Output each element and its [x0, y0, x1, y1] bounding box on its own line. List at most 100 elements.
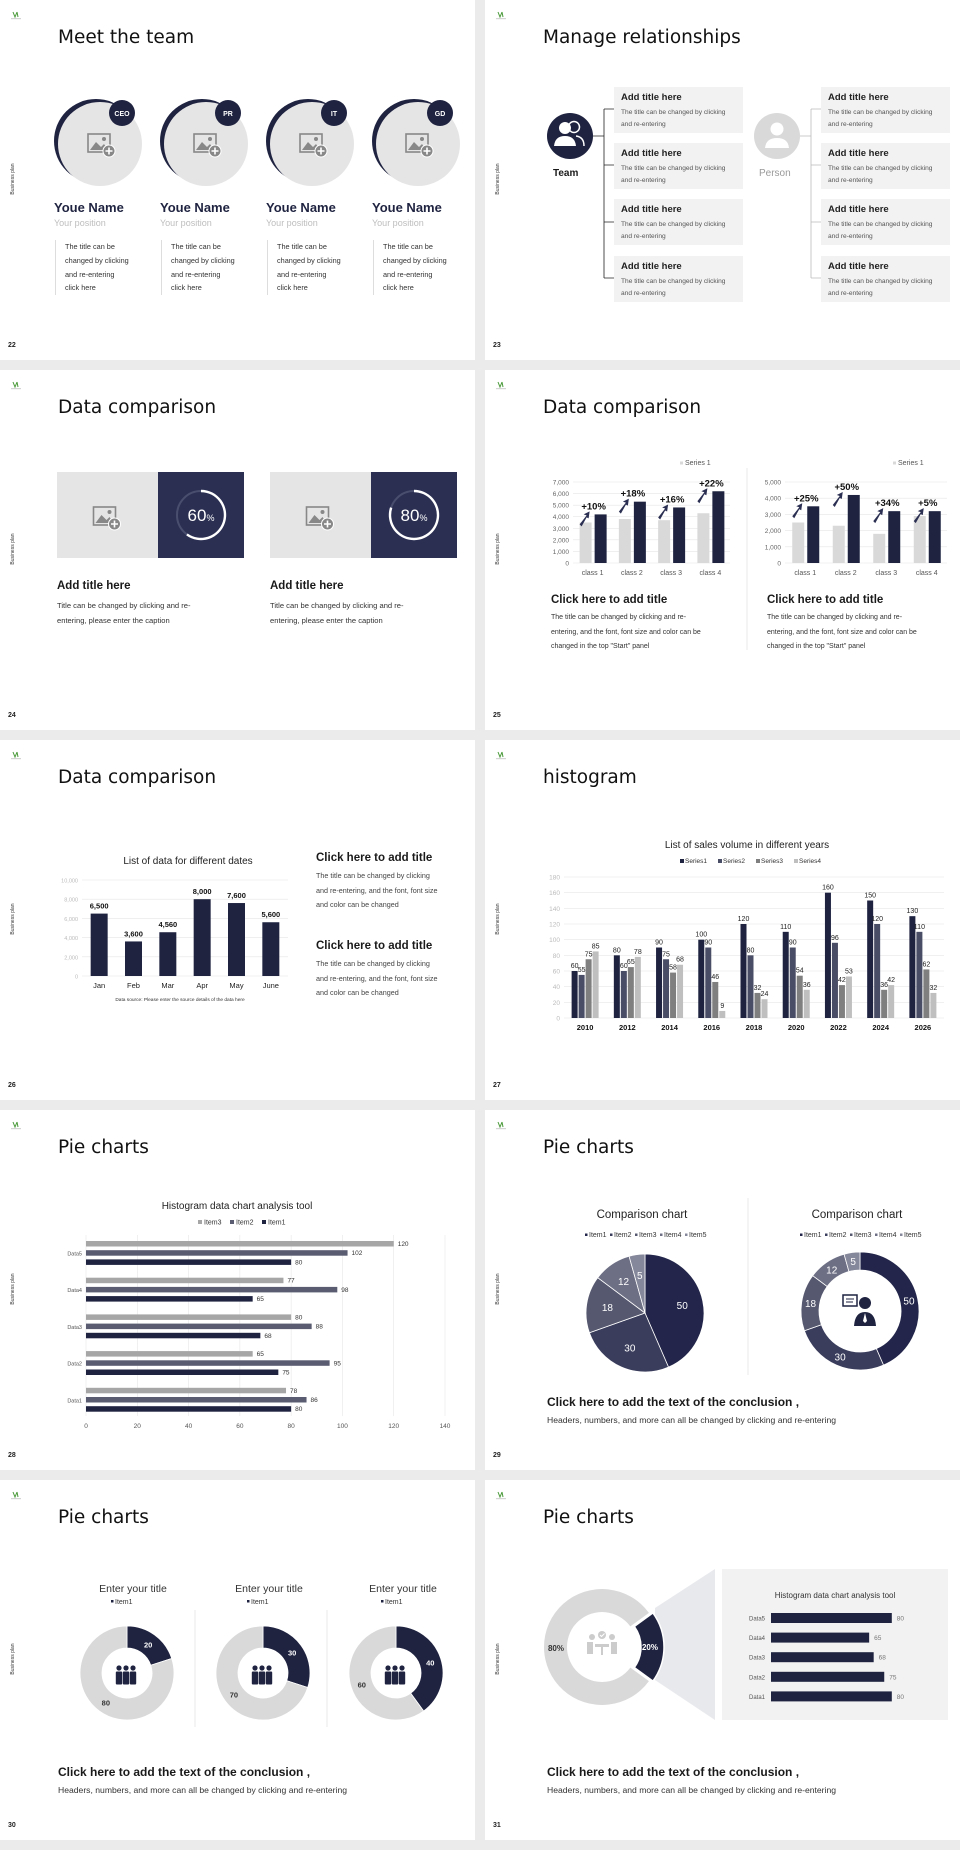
card-description: The title can be changed by clicking and… [621, 165, 726, 184]
relationship-card[interactable]: Add title here The title can be changed b… [821, 143, 950, 189]
slide-title: Manage relationships [543, 27, 741, 48]
card-description: The title can be changed by clicking and… [621, 221, 726, 240]
legend-label: Series1 [685, 858, 707, 865]
card-description: The title can be changed by clicking and… [621, 109, 726, 128]
slice [843, 1251, 861, 1273]
legend-swatch [111, 1600, 114, 1603]
member-portrait: GD [372, 99, 460, 186]
growth-annotation: +16% [660, 494, 685, 505]
slice [544, 1589, 649, 1705]
conclusion-text: Headers, numbers, and more can all be ch… [547, 1785, 837, 1795]
y-tick-label: 6,000 [64, 917, 78, 923]
block-desc: The title can be changed by clicking and… [767, 614, 917, 650]
relationship-card[interactable]: Add title here The title can be changed b… [821, 87, 950, 133]
data-label: 7,600 [227, 891, 246, 900]
footer-label: Business plan [10, 533, 16, 565]
slide-30[interactable]: Pie charts Enter your title Item1 20 80 Ente… [0, 1480, 475, 1840]
slide-31[interactable]: Pie charts 20% 80% Histogram data chart an… [485, 1480, 960, 1840]
card-desc: Title can be changed by clicking and re-… [57, 601, 191, 625]
legend-swatch [794, 859, 798, 863]
bar [228, 903, 245, 976]
conclusion-title[interactable]: Click here to add the text of the conclu… [547, 1765, 800, 1779]
data-label: 120 [398, 1241, 409, 1248]
growth-annotation: +50% [834, 482, 859, 493]
chart-title: List of sales volume in different years [665, 840, 829, 851]
legend-label: Item2 [829, 1232, 847, 1239]
conclusion-title[interactable]: Click here to add the text of the conclu… [547, 1395, 800, 1409]
member-name: Youe Name [372, 200, 442, 215]
y-tick-label: 3,000 [553, 526, 570, 533]
bar-series1 [824, 892, 831, 1018]
slide-23[interactable]: Manage relationships Team Person Busines… [485, 0, 960, 360]
slide-title: Meet the team [58, 27, 195, 48]
relationship-card[interactable]: Add title here The title can be changed b… [614, 143, 743, 189]
legend-swatch [660, 1233, 663, 1236]
data-label: 36 [803, 982, 811, 989]
slide-29[interactable]: Pie charts Comparison chart Comparison ch… [485, 1110, 960, 1470]
data-label: 62 [922, 961, 930, 968]
slide-26[interactable]: Data comparison List of data for differe… [0, 740, 475, 1100]
bar-item2 [86, 1286, 338, 1293]
x-tick-label: class 3 [660, 570, 682, 577]
bar [771, 1632, 870, 1643]
slide-27[interactable]: histogram List of sales volume in differ… [485, 740, 960, 1100]
data-label: 78 [634, 949, 642, 956]
image-placeholder-icon [87, 133, 116, 158]
relationship-card[interactable]: Add title here The title can be changed b… [821, 256, 950, 302]
team-connector [593, 108, 614, 279]
legend-label: Item1 [804, 1232, 822, 1239]
legend-swatch [718, 859, 722, 863]
y-tick-label: 140 [549, 906, 560, 913]
slide-22[interactable]: Meet the team CEO PR IT GD Business plan 22… [0, 0, 475, 360]
relationship-card[interactable]: Add title here The title can be changed b… [614, 199, 743, 245]
percent-number: 60 [188, 506, 207, 525]
y-tick-label: 2,000 [64, 955, 78, 961]
legend-label: Item3 [854, 1232, 872, 1239]
relationship-card[interactable]: Add title here The title can be changed b… [821, 199, 950, 245]
chart-title: Enter your title [235, 1583, 303, 1595]
data-label: 5 [637, 1271, 643, 1282]
pie-comparison: Comparison chart Comparison chart Item1 Ite… [585, 1198, 922, 1375]
legend-label: Item2 [236, 1220, 254, 1227]
bar-item2 [86, 1360, 330, 1366]
person-icon [754, 113, 800, 159]
data-label: 160 [822, 885, 834, 892]
x-tick-label: 2024 [872, 1023, 890, 1032]
bar-series2 [578, 974, 585, 1018]
member-description: The title can be changed by clicking and… [373, 240, 447, 296]
chart-title: Enter your title [99, 1583, 167, 1595]
slide-28[interactable]: Pie charts Histogram data chart analysis… [0, 1110, 475, 1470]
legend-swatch [230, 1220, 234, 1224]
bar [159, 932, 177, 976]
member-position: Your position [160, 218, 212, 228]
legend-swatch [875, 1233, 878, 1236]
bar-series4 [803, 989, 810, 1018]
x-tick-label: 20 [134, 1423, 142, 1430]
slide-24[interactable]: Data comparison 60% 80% Add title here Ti… [0, 370, 475, 730]
relationship-card[interactable]: Add title here The title can be changed b… [614, 256, 743, 302]
bar [771, 1652, 874, 1663]
legend-swatch [381, 1600, 384, 1603]
card-description: The title can be changed by clicking and… [828, 221, 933, 240]
slide-25[interactable]: Data comparison 0 1,000 2,000 3,000 4,000 5,0… [485, 370, 960, 730]
bar-item1 [86, 1296, 253, 1302]
x-tick-label: 2026 [915, 1023, 932, 1032]
image-placeholder-icon [92, 506, 121, 531]
bar-series2 [594, 514, 607, 563]
data-label: 4,560 [158, 920, 177, 929]
y-tick-label: 2,000 [765, 528, 782, 535]
slice [644, 1253, 705, 1368]
member-portrait: IT [266, 99, 354, 186]
slide-title: Data comparison [58, 767, 217, 788]
image-placeholder-icon [299, 133, 328, 158]
growth-annotation: +10% [581, 501, 606, 512]
data-label: 150 [864, 893, 876, 900]
data-label: 90 [655, 940, 663, 947]
bar [771, 1613, 892, 1623]
card-title: Add title here [621, 92, 682, 103]
relationship-card[interactable]: Add title here The title can be changed b… [614, 87, 743, 133]
bar-series1 [579, 522, 592, 563]
legend-label: Item1 [115, 1599, 133, 1606]
growth-arrow-icon [697, 488, 708, 504]
conclusion-title[interactable]: Click here to add the text of the conclu… [58, 1765, 311, 1779]
